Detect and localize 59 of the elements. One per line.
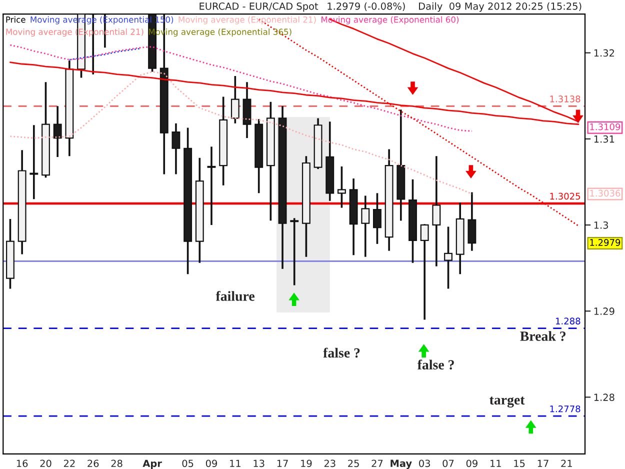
candlestick bbox=[444, 226, 452, 290]
annotation: failure bbox=[216, 290, 254, 301]
x-tick-label: 13 bbox=[254, 460, 264, 468]
x-tick-label: 17 bbox=[277, 460, 288, 467]
x-tick-label: 25 bbox=[348, 460, 359, 468]
annotation: target bbox=[490, 396, 525, 408]
x-tick-label: 27 bbox=[372, 460, 383, 467]
x-tick-label: 28 bbox=[111, 460, 122, 468]
x-tick-label: 05 bbox=[182, 460, 194, 468]
chart-subtitle: 1.2979 (-0.08%) Daily 09 May 2012 20:25 (15:25) bbox=[328, 2, 582, 12]
candlestick bbox=[172, 122, 180, 176]
x-tick-label: 19 bbox=[301, 460, 312, 468]
x-tick-label: 11 bbox=[230, 460, 240, 467]
y-tick-label: 1.32 bbox=[594, 49, 614, 57]
text: 1.3109 bbox=[590, 123, 620, 130]
candlestick bbox=[53, 105, 62, 158]
x-tick-label: 23 bbox=[324, 460, 336, 468]
text: Price bbox=[6, 16, 26, 23]
candlestick bbox=[361, 194, 370, 258]
x-tick-label: 20 bbox=[40, 460, 52, 468]
x-tick-label: 16 bbox=[16, 460, 28, 468]
line-series bbox=[10, 44, 473, 132]
x-tick-label: 21 bbox=[561, 460, 572, 467]
y-tick-label: 1.29 bbox=[594, 308, 614, 315]
x-tick-label: Apr bbox=[142, 460, 162, 469]
line-series bbox=[10, 71, 473, 195]
x-tick-label: May bbox=[390, 460, 412, 469]
ref-line-label: 1.288 bbox=[556, 318, 580, 324]
x-tick-label: 22 bbox=[64, 460, 75, 467]
x-tick-label: 09 bbox=[206, 460, 217, 468]
chart-title: EURCAD - EUR/CAD Spot bbox=[200, 2, 318, 12]
candlestick bbox=[432, 155, 441, 268]
line-series bbox=[68, 48, 142, 60]
x-tick-label: 07 bbox=[442, 460, 454, 468]
candlestick bbox=[373, 192, 382, 245]
x-tick-label: 09 bbox=[466, 460, 478, 468]
candlestick bbox=[207, 146, 216, 226]
y-tick-label: 1.31 bbox=[594, 135, 614, 143]
candlestick bbox=[230, 75, 240, 124]
ref-line-label: 1.3138 bbox=[550, 96, 580, 102]
annotation: false ? bbox=[417, 360, 454, 370]
annotation: false ? bbox=[323, 348, 360, 358]
x-tick-label: 03 bbox=[419, 460, 430, 468]
y-tick-label: 1.3 bbox=[594, 221, 608, 229]
candlestick bbox=[468, 191, 476, 252]
candlestick bbox=[30, 124, 38, 200]
ref-line-label: 1.2778 bbox=[550, 405, 580, 412]
x-tick-label: 11 bbox=[490, 460, 501, 467]
text: 1.3036 bbox=[590, 190, 620, 197]
candlestick bbox=[290, 217, 299, 286]
ref-line-label: 1.3025 bbox=[550, 192, 580, 200]
candlestick bbox=[337, 166, 346, 209]
candlestick bbox=[420, 223, 429, 321]
text: 1.2979 bbox=[590, 239, 620, 246]
x-tick-label: 26 bbox=[88, 460, 99, 468]
y-tick-label: 1.28 bbox=[594, 394, 614, 402]
annotation: Break ? bbox=[520, 331, 566, 341]
x-tick-label: 17 bbox=[538, 460, 548, 467]
x-tick-label: 15 bbox=[514, 460, 525, 468]
